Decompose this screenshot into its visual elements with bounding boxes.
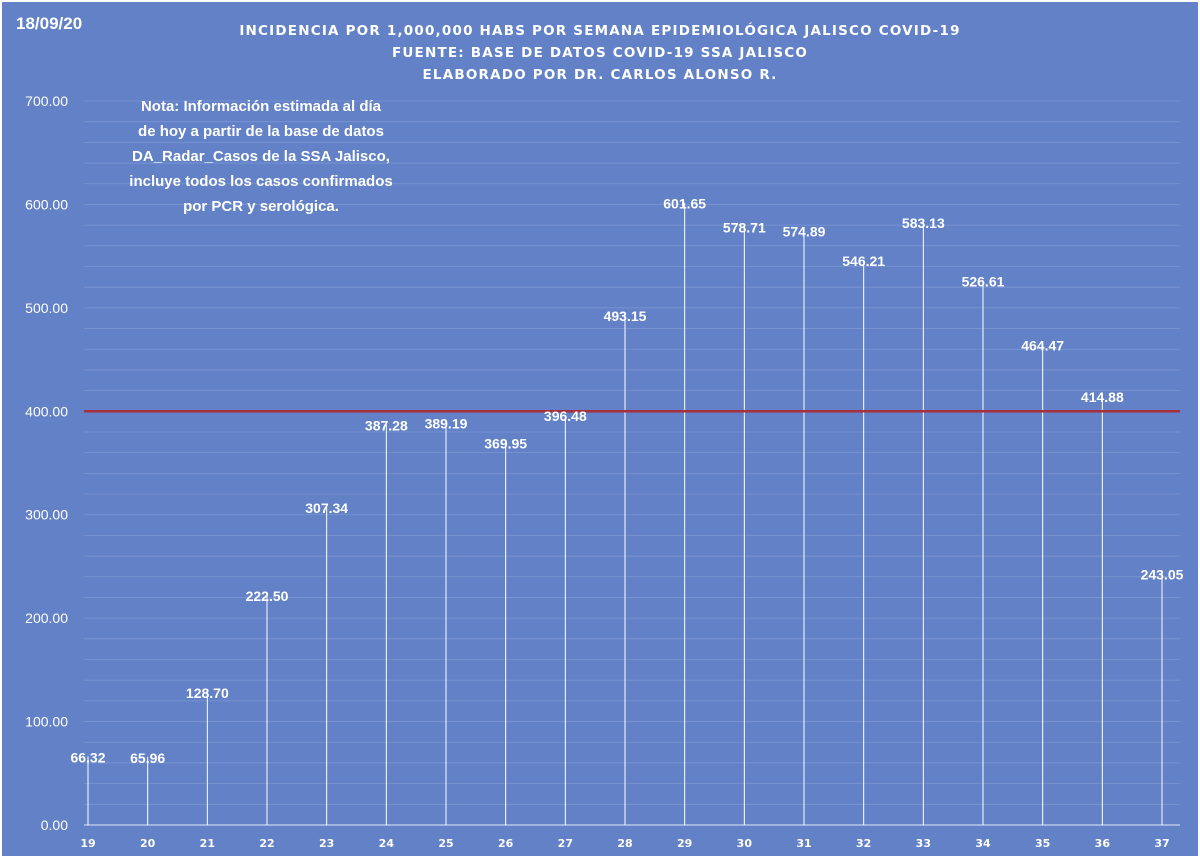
x-tick-label: 21 xyxy=(200,837,215,850)
data-label: 583.13 xyxy=(902,215,945,231)
x-tick-label: 20 xyxy=(140,837,156,850)
chart-title: INCIDENCIA POR 1,000,000 HABS POR SEMANA… xyxy=(239,23,961,39)
data-label: 601.65 xyxy=(663,196,706,212)
y-tick-label: 100.00 xyxy=(25,714,68,730)
x-tick-label: 33 xyxy=(916,837,931,850)
x-tick-label: 30 xyxy=(737,837,753,850)
data-label: 493.15 xyxy=(604,308,647,324)
x-tick-label: 31 xyxy=(796,837,811,850)
data-label: 387.28 xyxy=(365,417,408,433)
data-label: 65.96 xyxy=(130,750,165,766)
chart-titles: INCIDENCIA POR 1,000,000 HABS POR SEMANA… xyxy=(2,20,1198,86)
note-line-3: DA_Radar_Casos de la SSA Jalisco, xyxy=(132,148,390,165)
note-line-4: incluye todos los casos confirmados xyxy=(129,173,393,190)
y-tick-label: 600.00 xyxy=(25,196,68,212)
data-label: 307.34 xyxy=(305,500,348,516)
data-label: 526.61 xyxy=(962,273,1005,289)
data-label: 464.47 xyxy=(1021,338,1064,354)
data-label: 369.95 xyxy=(484,435,527,451)
data-label: 396.48 xyxy=(544,408,587,424)
data-label: 66.32 xyxy=(70,749,105,765)
x-tick-label: 29 xyxy=(677,837,692,850)
x-tick-label: 35 xyxy=(1035,837,1050,850)
note-line-2: de hoy a partir de la base de datos xyxy=(138,123,384,140)
x-tick-label: 34 xyxy=(975,837,991,850)
x-tick-label: 22 xyxy=(259,837,274,850)
y-tick-label: 700.00 xyxy=(25,93,68,109)
note-box: Nota: Información estimada al día de hoy… xyxy=(96,94,426,219)
note-line-5: por PCR y serológica. xyxy=(183,198,339,215)
chart-source: FUENTE: BASE DE DATOS COVID-19 SSA JALIS… xyxy=(391,45,809,61)
date-label: 18/09/20 xyxy=(16,14,83,33)
data-label: 389.19 xyxy=(425,415,468,431)
data-label: 578.71 xyxy=(723,219,766,235)
y-tick-label: 500.00 xyxy=(25,300,68,316)
y-tick-label: 400.00 xyxy=(25,403,68,419)
y-tick-label: 0.00 xyxy=(41,817,68,833)
x-tick-label: 26 xyxy=(498,837,514,850)
data-label: 128.70 xyxy=(186,685,229,701)
x-tick-label: 25 xyxy=(438,837,453,850)
x-tick-label: 36 xyxy=(1095,837,1111,850)
x-tick-label: 19 xyxy=(80,837,95,850)
x-tick-label: 24 xyxy=(379,837,395,850)
y-tick-label: 200.00 xyxy=(25,610,68,626)
data-label: 222.50 xyxy=(246,588,289,604)
data-label: 546.21 xyxy=(842,253,885,269)
data-label: 243.05 xyxy=(1141,567,1184,583)
data-label: 414.88 xyxy=(1081,389,1124,405)
y-tick-label: 300.00 xyxy=(25,507,68,523)
note-line-1: Nota: Información estimada al día xyxy=(140,98,382,115)
chart-author: ELABORADO POR DR. CARLOS ALONSO R. xyxy=(422,67,778,83)
x-tick-label: 37 xyxy=(1154,837,1169,850)
x-tick-label: 28 xyxy=(617,837,632,850)
x-tick-label: 32 xyxy=(856,837,871,850)
x-tick-label: 23 xyxy=(319,837,334,850)
data-label: 574.89 xyxy=(783,223,826,239)
x-tick-label: 27 xyxy=(558,837,573,850)
